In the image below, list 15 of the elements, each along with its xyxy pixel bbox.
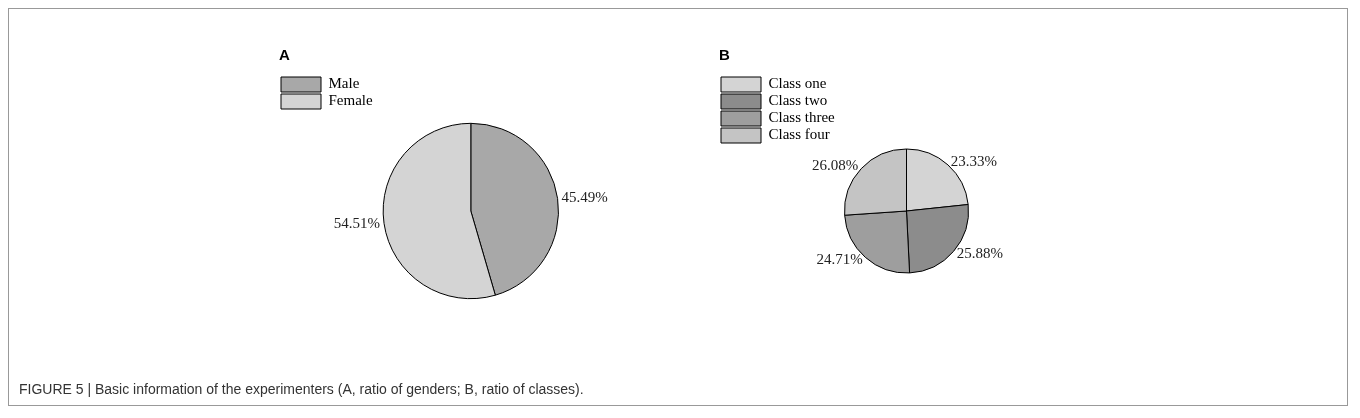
legend-label: Class two bbox=[768, 92, 828, 109]
legend-label: Class four bbox=[768, 126, 830, 143]
caption: FIGURE 5 | Basic information of the experimenters (A, ratio of genders; B, ratio of classes). bbox=[19, 381, 584, 397]
legend-label: Female bbox=[328, 92, 373, 109]
data-label: 25.88% bbox=[956, 244, 1003, 261]
data-label: 26.08% bbox=[812, 156, 859, 173]
data-label: 45.49% bbox=[561, 188, 608, 205]
chart-title: A bbox=[279, 46, 290, 64]
legend-label: Male bbox=[328, 75, 360, 92]
legend-label: Class three bbox=[768, 109, 836, 126]
data-label: 54.51% bbox=[333, 214, 381, 231]
legend-label: Class one bbox=[768, 75, 827, 92]
chart-title: B bbox=[719, 46, 730, 64]
data-label: 24.71% bbox=[816, 251, 863, 268]
data-label: 23.33% bbox=[950, 152, 997, 169]
